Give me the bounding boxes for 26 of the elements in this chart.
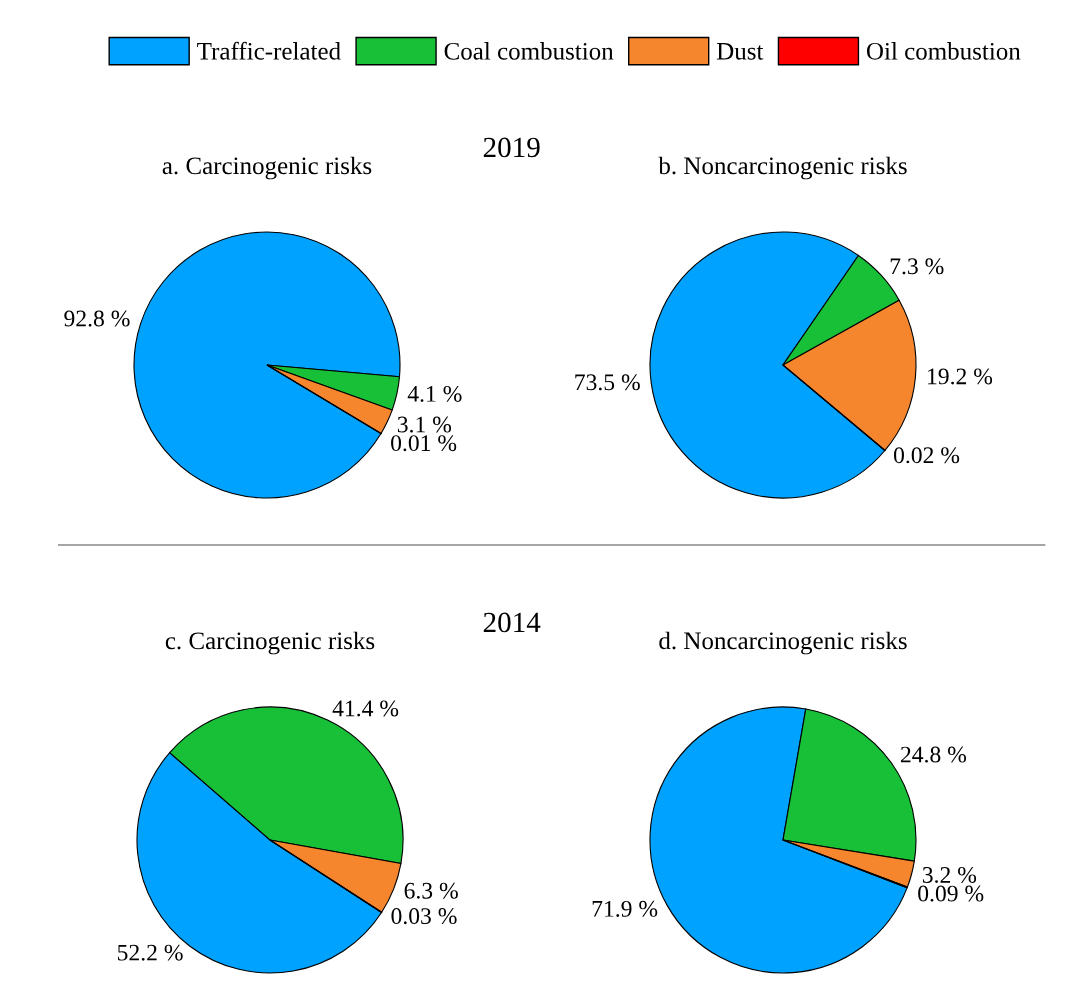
data-label: 0.01 % — [391, 435, 457, 452]
legend-label: Oil combustion — [866, 42, 1021, 60]
data-label: 0.03 % — [391, 908, 457, 925]
chart-title: c. Carcinogenic risks — [165, 631, 375, 655]
data-label: 41.4 % — [332, 700, 399, 717]
text: 2019 — [483, 137, 540, 158]
data-label: 7.3 % — [890, 258, 944, 275]
data-label: 6.3 % — [404, 882, 458, 899]
data-label: 71.9 % — [592, 900, 658, 917]
data-label: 4.1 % — [407, 385, 462, 402]
data-label: 3.1 % — [397, 416, 452, 433]
data-label: 92.8 % — [64, 310, 130, 327]
data-label: 52.2 % — [117, 944, 183, 961]
legend-label: Traffic-related — [197, 41, 341, 60]
data-label: 0.02 % — [893, 447, 960, 464]
legend-label: Coal combustion — [444, 42, 614, 60]
data-label: 3.2 % — [922, 866, 977, 883]
data-label: 24.8 % — [900, 746, 967, 763]
chart-title: b. Noncarcinogenic risks — [658, 156, 907, 180]
data-label: 0.09 % — [918, 885, 984, 902]
text: a. Carcinogenic risks — [162, 156, 372, 180]
data-label: 73.5 % — [575, 374, 640, 391]
text: 2014 — [483, 612, 541, 633]
legend-label: Dust — [716, 43, 764, 60]
data-label: 19.2 % — [928, 368, 993, 385]
chart-title: d. Noncarcinogenic risks — [659, 631, 907, 655]
